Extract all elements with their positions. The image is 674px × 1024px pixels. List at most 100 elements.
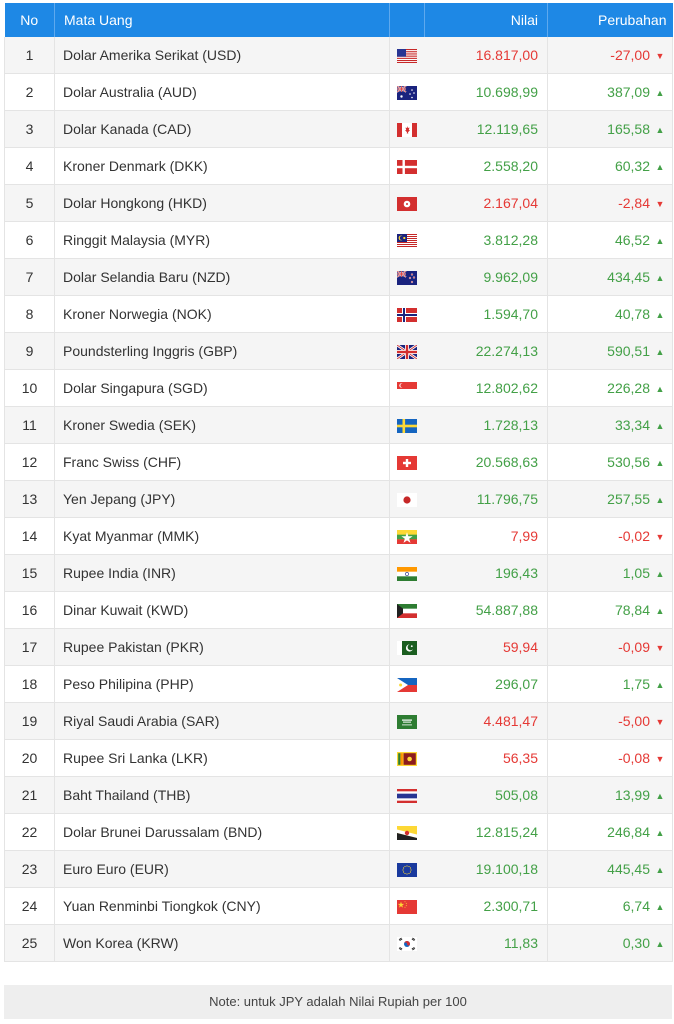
caret-up-icon: ▲ bbox=[655, 902, 665, 912]
rate-value: 196,43 bbox=[424, 554, 548, 592]
rate-change-cell: 257,55 ▲ bbox=[547, 480, 673, 518]
caret-up-icon: ▲ bbox=[655, 939, 665, 949]
table-row: 25 Won Korea (KRW) 11,83 0,30 ▲ bbox=[4, 924, 673, 962]
rate-change: 46,52 bbox=[614, 232, 650, 248]
currency-name: Dolar Singapura (SGD) bbox=[54, 369, 390, 407]
caret-up-icon: ▲ bbox=[655, 828, 665, 838]
currency-name: Peso Philipina (PHP) bbox=[54, 665, 390, 703]
row-number: 5 bbox=[4, 184, 55, 222]
rate-value: 1.594,70 bbox=[424, 295, 548, 333]
table-row: 4 Kroner Denmark (DKK) 2.558,20 60,32 ▲ bbox=[4, 147, 673, 185]
rate-change-cell: 226,28 ▲ bbox=[547, 369, 673, 407]
currency-name: Kyat Myanmar (MMK) bbox=[54, 517, 390, 555]
currency-name: Yen Jepang (JPY) bbox=[54, 480, 390, 518]
rate-change-cell: 445,45 ▲ bbox=[547, 850, 673, 888]
table-row: 6 Ringgit Malaysia (MYR) 3.812,28 46,52 ▲ bbox=[4, 221, 673, 259]
row-number: 9 bbox=[4, 332, 55, 370]
th-flag-icon bbox=[397, 789, 418, 804]
caret-up-icon: ▲ bbox=[655, 458, 665, 468]
header-flag bbox=[389, 3, 425, 37]
currency-name: Rupee India (INR) bbox=[54, 554, 390, 592]
row-number: 3 bbox=[4, 110, 55, 148]
dk-flag-icon bbox=[397, 160, 418, 175]
rate-value: 20.568,63 bbox=[424, 443, 548, 481]
table-row: 5 Dolar Hongkong (HKD) 2.167,04 -2,84 ▼ bbox=[4, 184, 673, 222]
hk-flag-icon bbox=[397, 197, 418, 212]
currency-name: Kroner Denmark (DKK) bbox=[54, 147, 390, 185]
flag-cell bbox=[389, 628, 425, 666]
rate-value: 9.962,09 bbox=[424, 258, 548, 296]
caret-up-icon: ▲ bbox=[655, 88, 665, 98]
caret-down-icon: ▼ bbox=[655, 51, 665, 61]
flag-cell bbox=[389, 739, 425, 777]
table-row: 19 Riyal Saudi Arabia (SAR) 4.481,47 -5,00 ▼ bbox=[4, 702, 673, 740]
caret-up-icon: ▲ bbox=[655, 569, 665, 579]
currency-name: Poundsterling Inggris (GBP) bbox=[54, 332, 390, 370]
row-number: 11 bbox=[4, 406, 55, 444]
rate-change-cell: 590,51 ▲ bbox=[547, 332, 673, 370]
caret-up-icon: ▲ bbox=[655, 162, 665, 172]
rate-value: 12.119,65 bbox=[424, 110, 548, 148]
flag-cell bbox=[389, 332, 425, 370]
rate-change-cell: 60,32 ▲ bbox=[547, 147, 673, 185]
rate-change: 246,84 bbox=[607, 824, 650, 840]
header-change: Perubahan bbox=[547, 3, 673, 37]
flag-cell bbox=[389, 850, 425, 888]
table-row: 16 Dinar Kuwait (KWD) 54.887,88 78,84 ▲ bbox=[4, 591, 673, 629]
row-number: 2 bbox=[4, 73, 55, 111]
flag-cell bbox=[389, 517, 425, 555]
rate-value: 7,99 bbox=[424, 517, 548, 555]
row-number: 22 bbox=[4, 813, 55, 851]
currency-name: Dolar Selandia Baru (NZD) bbox=[54, 258, 390, 296]
rate-value: 16.817,00 bbox=[424, 37, 548, 74]
caret-down-icon: ▼ bbox=[655, 532, 665, 542]
table-body: 1 Dolar Amerika Serikat (USD) 16.817,00 -27… bbox=[4, 37, 673, 962]
currency-name: Ringgit Malaysia (MYR) bbox=[54, 221, 390, 259]
rate-value: 4.481,47 bbox=[424, 702, 548, 740]
rate-change: -27,00 bbox=[610, 47, 650, 63]
us-flag-icon bbox=[397, 49, 418, 64]
flag-cell bbox=[389, 480, 425, 518]
gb-flag-icon bbox=[397, 345, 418, 360]
flag-cell bbox=[389, 591, 425, 629]
flag-cell bbox=[389, 887, 425, 925]
caret-up-icon: ▲ bbox=[655, 347, 665, 357]
currency-name: Franc Swiss (CHF) bbox=[54, 443, 390, 481]
rate-change-cell: 46,52 ▲ bbox=[547, 221, 673, 259]
rate-change: 6,74 bbox=[622, 898, 650, 914]
table-row: 22 Dolar Brunei Darussalam (BND) 12.815,24… bbox=[4, 813, 673, 851]
rate-change-cell: 1,05 ▲ bbox=[547, 554, 673, 592]
row-number: 8 bbox=[4, 295, 55, 333]
currency-name: Dinar Kuwait (KWD) bbox=[54, 591, 390, 629]
currency-name: Dolar Amerika Serikat (USD) bbox=[54, 37, 390, 74]
caret-up-icon: ▲ bbox=[655, 865, 665, 875]
row-number: 13 bbox=[4, 480, 55, 518]
rate-value: 12.802,62 bbox=[424, 369, 548, 407]
rate-change-cell: -0,08 ▼ bbox=[547, 739, 673, 777]
row-number: 16 bbox=[4, 591, 55, 629]
rate-change: -2,84 bbox=[618, 195, 650, 211]
cn-flag-icon bbox=[397, 900, 418, 915]
flag-cell bbox=[389, 258, 425, 296]
rate-change: 33,34 bbox=[614, 417, 650, 433]
caret-up-icon: ▲ bbox=[655, 384, 665, 394]
header-value: Nilai bbox=[424, 3, 548, 37]
row-number: 1 bbox=[4, 37, 55, 74]
currency-name: Won Korea (KRW) bbox=[54, 924, 390, 962]
caret-up-icon: ▲ bbox=[655, 125, 665, 135]
rate-change: 257,55 bbox=[607, 491, 650, 507]
rate-change-cell: 0,30 ▲ bbox=[547, 924, 673, 962]
caret-up-icon: ▲ bbox=[655, 236, 665, 246]
row-number: 18 bbox=[4, 665, 55, 703]
rate-value: 505,08 bbox=[424, 776, 548, 814]
flag-cell bbox=[389, 295, 425, 333]
table-row: 7 Dolar Selandia Baru (NZD) 9.962,09 434,45… bbox=[4, 258, 673, 296]
flag-cell bbox=[389, 147, 425, 185]
rate-change-cell: -5,00 ▼ bbox=[547, 702, 673, 740]
rate-change: 0,30 bbox=[622, 935, 650, 951]
row-number: 7 bbox=[4, 258, 55, 296]
table-row: 20 Rupee Sri Lanka (LKR) 56,35 -0,08 ▼ bbox=[4, 739, 673, 777]
caret-down-icon: ▼ bbox=[655, 754, 665, 764]
flag-cell bbox=[389, 369, 425, 407]
table-row: 12 Franc Swiss (CHF) 20.568,63 530,56 ▲ bbox=[4, 443, 673, 481]
